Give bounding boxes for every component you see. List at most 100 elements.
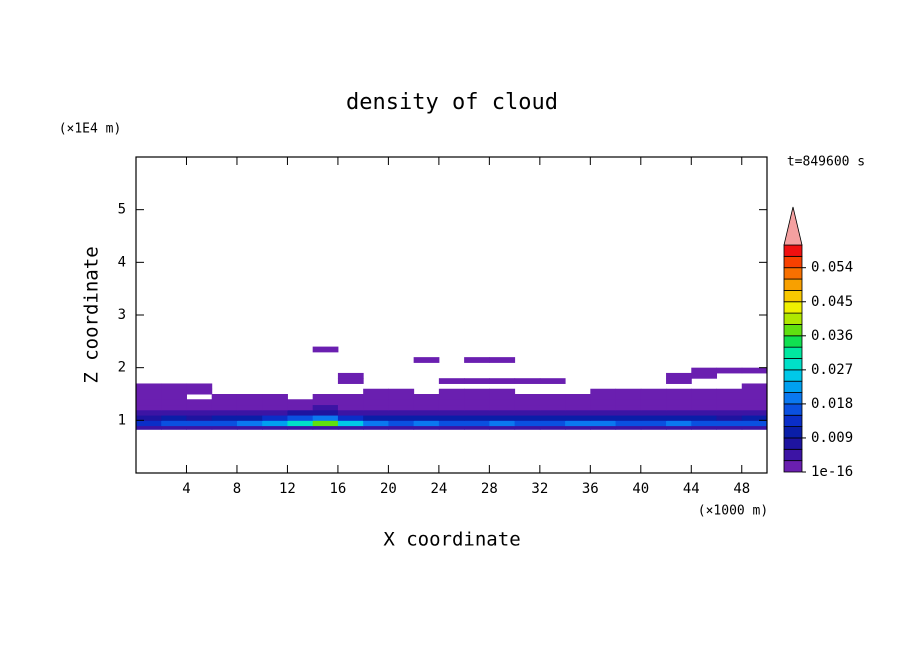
contour-cell (438, 394, 465, 400)
contour-cell (565, 409, 591, 416)
contour-cell (489, 415, 516, 421)
contour-cell (363, 404, 389, 411)
contour-cell (489, 425, 516, 430)
y-tick-label: 2 (118, 360, 126, 376)
x-tick-label: 48 (733, 481, 750, 497)
time-label: t=849600 s (787, 155, 865, 170)
contour-cell (363, 388, 389, 395)
contour-cell (337, 399, 364, 406)
contour-cell (640, 425, 667, 430)
contour-cell (716, 394, 743, 400)
colorbar-tick-label: 0.036 (811, 328, 853, 344)
contour-cell (262, 409, 288, 416)
contour-cell (615, 399, 642, 406)
contour-cell (590, 425, 617, 430)
contour-cell (337, 394, 364, 400)
colorbar-box (783, 392, 803, 405)
y-tick-label: 4 (118, 254, 126, 270)
contour-cell (741, 420, 768, 427)
contour-cell (716, 425, 743, 430)
x-tick-label: 44 (683, 481, 700, 497)
contour-cell (590, 409, 617, 416)
contour-cell (741, 394, 768, 400)
colorbar-box (783, 380, 803, 393)
contour-cell (615, 388, 642, 395)
contour-cell (666, 404, 692, 411)
colorbar-box (783, 312, 803, 325)
contour-cell (640, 404, 667, 411)
contour-cell (666, 420, 692, 427)
x-tick-label: 4 (182, 481, 190, 497)
contour-cell (741, 404, 768, 411)
contour-cell (691, 388, 718, 395)
contour-cell (236, 425, 263, 430)
contour-cell (590, 404, 617, 411)
contour-cell (539, 415, 566, 421)
contour-cell (388, 409, 415, 416)
contour-cell (186, 399, 213, 406)
contour-cell (211, 415, 238, 421)
contour-cell (741, 383, 768, 390)
colorbar-box (783, 324, 803, 337)
contour-cell (691, 425, 718, 430)
x-tick-label: 40 (632, 481, 649, 497)
contour-cell (514, 394, 541, 400)
colorbar-box (783, 267, 803, 280)
contour-cell (388, 404, 415, 411)
contour-cell (413, 425, 440, 430)
contour-cell (539, 399, 566, 406)
contour-cell (464, 409, 490, 416)
contour-cell (716, 409, 743, 416)
contour-cell (438, 388, 465, 395)
contour-cell (438, 404, 465, 411)
contour-cell (312, 420, 339, 427)
contour-cell (438, 425, 465, 430)
contour-cell (716, 420, 743, 427)
contour-cell (464, 388, 490, 395)
contour-cell (312, 399, 339, 406)
contour-cell (565, 394, 591, 400)
contour-cell (590, 415, 617, 421)
contour-cell (590, 399, 617, 406)
x-tick-label: 32 (531, 481, 548, 497)
contour-cell (539, 404, 566, 411)
contour-cell (262, 415, 288, 421)
contour-cell (211, 420, 238, 427)
contour-cell (666, 425, 692, 430)
y-tick-label: 1 (118, 412, 126, 428)
contour-cell (236, 409, 263, 416)
contour-cell (262, 404, 288, 411)
contour-cell (186, 409, 213, 416)
contour-cell (136, 404, 162, 411)
contour-cell (161, 388, 187, 395)
contour-cell (716, 404, 743, 411)
contour-cell (136, 415, 162, 421)
contour-cell (489, 404, 516, 411)
colorbar-box (783, 358, 803, 371)
contour-cell (161, 415, 187, 421)
contour-cell (413, 409, 440, 416)
contour-cell (413, 420, 440, 427)
y-tick-label: 3 (118, 307, 126, 323)
contour-cell (363, 399, 389, 406)
colorbar-box (783, 414, 803, 428)
colorbar-box (783, 426, 803, 439)
contour-cell (312, 346, 339, 353)
contour-cell (615, 404, 642, 411)
contour-cell (388, 415, 415, 421)
colorbar-tick-label: 0.018 (811, 396, 853, 412)
contour-cell (363, 425, 389, 430)
contour-cell (236, 399, 263, 406)
contour-cell (464, 394, 490, 400)
contour-cell (514, 420, 541, 427)
colorbar-box (783, 335, 803, 348)
contour-cell (539, 378, 566, 384)
contour-cell (211, 425, 238, 430)
contour-cell (514, 378, 541, 384)
contour-cell (388, 394, 415, 400)
colorbar-box (783, 448, 803, 462)
contour-cell (262, 420, 288, 427)
contour-cell (211, 399, 238, 406)
contour-cell (691, 404, 718, 411)
